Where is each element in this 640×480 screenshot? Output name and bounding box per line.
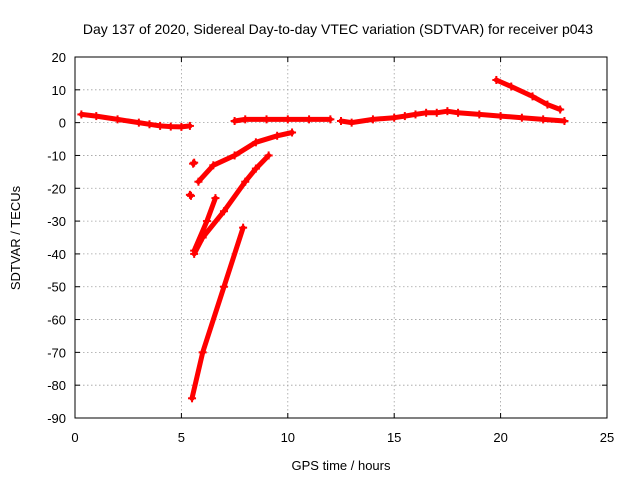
y-tick-label: -20 [47, 181, 66, 196]
data-point [230, 116, 239, 125]
y-tick-label: -60 [47, 313, 66, 328]
data-point [560, 116, 569, 125]
data-point [288, 128, 297, 137]
data-point [77, 110, 86, 119]
data-point [507, 82, 516, 91]
data-trace-5 [195, 130, 295, 185]
data-point [543, 100, 552, 109]
data-point [422, 108, 431, 117]
y-tick-label: -30 [47, 214, 66, 229]
data-trace-8 [189, 225, 246, 401]
data-point [496, 112, 505, 121]
x-tick-label: 10 [281, 430, 295, 445]
y-tick-label: -10 [47, 148, 66, 163]
data-point [251, 138, 260, 147]
data-point [239, 223, 248, 232]
data-point [539, 115, 548, 124]
data-point [556, 105, 565, 114]
y-tick-label: 0 [59, 116, 66, 131]
data-point [190, 158, 199, 167]
data-point [177, 122, 186, 131]
data-point [326, 115, 335, 124]
data-point [188, 394, 197, 403]
data-point [517, 113, 526, 122]
data-point [202, 217, 211, 226]
data-point [411, 110, 420, 119]
data-point [186, 191, 195, 200]
data-point [262, 115, 271, 124]
data-point [347, 118, 356, 127]
data-point [251, 164, 260, 173]
data-point [185, 121, 194, 130]
y-tick-label: -80 [47, 378, 66, 393]
grid-lines [75, 57, 607, 418]
y-tick-label: -70 [47, 345, 66, 360]
x-tick-label: 20 [493, 430, 507, 445]
data-trace-6 [191, 153, 272, 257]
data-point [528, 92, 537, 101]
data-point [219, 207, 228, 216]
data-point [368, 115, 377, 124]
data-point [190, 246, 199, 255]
x-tick-label: 15 [387, 430, 401, 445]
y-tick-label: 20 [52, 50, 66, 65]
data-point [211, 194, 220, 203]
x-tick-label: 0 [71, 430, 78, 445]
y-tick-label: -90 [47, 411, 66, 426]
data-point [219, 282, 228, 291]
data-point [92, 112, 101, 121]
data-point [241, 115, 250, 124]
data-points [77, 75, 569, 403]
y-axis-label: SDTVAR / TECUs [8, 185, 23, 290]
data-point [194, 177, 203, 186]
data-point [492, 75, 501, 84]
data-point [113, 115, 122, 124]
data-point [230, 151, 239, 160]
data-point [145, 120, 154, 129]
data-point [454, 108, 463, 117]
data-point [443, 107, 452, 116]
y-tick-label: -40 [47, 247, 66, 262]
data-point [156, 121, 165, 130]
data-point [305, 115, 314, 124]
data-point [283, 115, 292, 124]
data-point [241, 177, 250, 186]
data-point [400, 112, 409, 121]
plot-frame [74, 56, 608, 419]
data-point [198, 348, 207, 357]
data-point [134, 118, 143, 127]
y-tick-label: 10 [52, 83, 66, 98]
axis-ticks: 0 5 10 15 20 25 20 10 0 -10 -20 -30 -40 -50 -60 -70 -80 -… [47, 50, 614, 445]
data-point [166, 122, 175, 131]
x-tick-label: 5 [178, 430, 185, 445]
chart-title: Day 137 of 2020, Sidereal Day-to-day VTE… [83, 21, 593, 37]
x-axis-label: GPS time / hours [292, 458, 391, 473]
data-point [432, 108, 441, 117]
data-point [209, 161, 218, 170]
data-point [264, 151, 273, 160]
data-point [273, 131, 282, 140]
data-point [390, 113, 399, 122]
data-point [337, 116, 345, 125]
data-point [475, 110, 484, 119]
x-tick-label: 25 [600, 430, 614, 445]
data-trace-3 [338, 108, 567, 126]
y-tick-label: -50 [47, 280, 66, 295]
